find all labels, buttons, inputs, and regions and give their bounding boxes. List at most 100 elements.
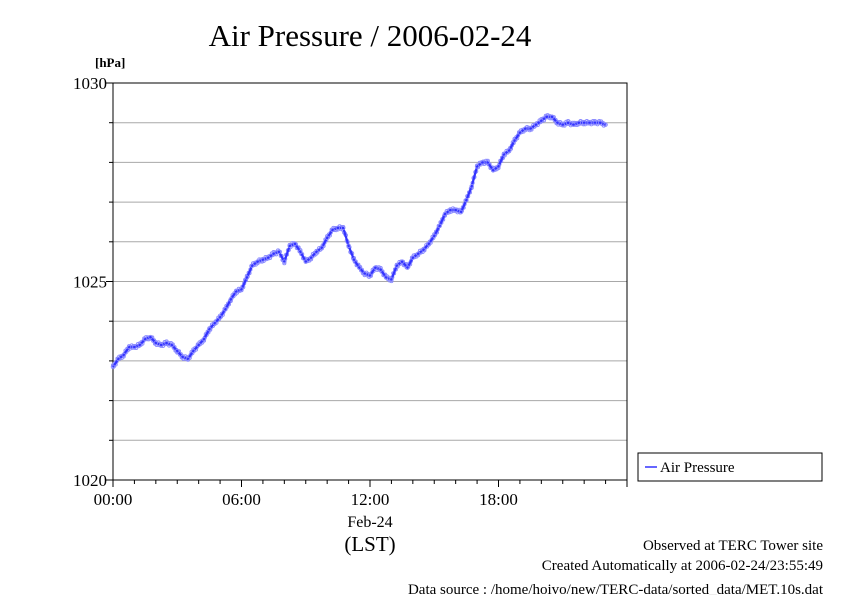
data-point: [223, 307, 228, 312]
x-tick-label: 12:00: [351, 490, 390, 509]
data-point: [249, 263, 255, 268]
data-point: [126, 344, 132, 350]
data-point: [389, 277, 394, 282]
footer-data-source: Data source : /home/hoivo/new/TERC-data/…: [408, 582, 824, 595]
data-point: [587, 120, 592, 125]
data-point: [121, 352, 126, 358]
data-point: [239, 287, 244, 292]
x-axis-timezone-label: (LST): [344, 532, 395, 556]
y-tick-label: 1020: [73, 471, 107, 490]
chart-title: Air Pressure / 2006-02-24: [209, 18, 532, 53]
data-point: [378, 267, 383, 272]
data-point: [421, 247, 426, 252]
data-point: [110, 364, 116, 370]
data-point: [394, 263, 400, 268]
data-point: [324, 235, 330, 241]
data-point: [442, 211, 448, 217]
data-point: [362, 271, 367, 276]
data-point: [480, 160, 485, 165]
data-point: [164, 340, 169, 346]
data-point: [560, 122, 566, 127]
data-point: [287, 243, 292, 249]
y-tick-label: 1030: [73, 74, 107, 93]
data-point: [458, 209, 464, 215]
data-point: [137, 342, 143, 348]
data-point: [576, 120, 582, 125]
data-point: [255, 259, 260, 264]
data-point: [357, 265, 362, 270]
grid-lines: [113, 122, 627, 441]
data-point: [169, 342, 175, 348]
data-point: [191, 348, 196, 354]
data-point: [185, 356, 191, 362]
data-point: [549, 114, 555, 119]
legend: Air Pressure: [637, 452, 823, 482]
data-point: [523, 126, 528, 131]
data-point: [383, 275, 389, 280]
x-tick-label: 00:00: [94, 490, 133, 509]
data-point: [544, 114, 549, 119]
data-point: [415, 251, 421, 256]
data-point: [448, 207, 453, 213]
data-point: [437, 223, 442, 229]
data-point: [517, 130, 523, 135]
data-point: [174, 348, 180, 354]
data-point: [533, 122, 539, 127]
data-point: [217, 314, 223, 320]
series-air-pressure: [110, 113, 608, 370]
data-point: [308, 255, 314, 260]
data-point: [330, 227, 335, 233]
data-point: [603, 122, 608, 127]
data-point: [148, 334, 153, 340]
footer-site: Observed at TERC Tower site: [643, 538, 823, 554]
data-point: [426, 241, 432, 247]
data-point: [539, 118, 544, 123]
data-point: [282, 259, 287, 264]
data-point: [340, 225, 346, 231]
data-point: [597, 120, 603, 125]
data-point: [528, 126, 533, 131]
data-point: [233, 289, 239, 294]
data-point: [469, 183, 474, 189]
data-point: [506, 148, 512, 153]
data-point: [153, 340, 159, 346]
data-point: [571, 122, 576, 127]
data-point: [512, 138, 517, 143]
x-tick-label: 06:00: [222, 490, 261, 509]
x-tick-label: 18:00: [479, 490, 518, 509]
data-point: [432, 233, 437, 239]
data-point: [260, 257, 266, 262]
data-point: [490, 168, 496, 173]
data-point: [464, 197, 469, 203]
data-point: [132, 344, 137, 350]
data-point: [303, 259, 309, 264]
data-point: [453, 207, 458, 213]
data-point: [180, 354, 185, 360]
data-point: [228, 297, 234, 302]
data-point: [298, 249, 303, 254]
y-unit-label: [hPa]: [95, 55, 125, 70]
data-point: [335, 225, 341, 231]
data-point: [565, 120, 571, 125]
data-point: [399, 259, 405, 264]
data-point: [410, 255, 416, 260]
data-point: [581, 120, 587, 125]
data-point: [501, 152, 507, 157]
legend-box: [637, 452, 823, 482]
data-point: [292, 241, 298, 247]
data-point: [116, 356, 121, 362]
data-point: [346, 243, 351, 249]
data-point: [485, 160, 491, 165]
data-point: [158, 342, 164, 348]
data-point: [496, 164, 501, 169]
data-point: [207, 326, 212, 332]
legend-label-air-pressure: Air Pressure: [660, 460, 735, 476]
data-point: [276, 249, 282, 254]
data-point: [196, 342, 201, 348]
data-point: [592, 120, 598, 125]
data-point: [474, 164, 480, 169]
footer-created: Created Automatically at 2006-02-24/23:5…: [542, 558, 823, 574]
data-point: [319, 245, 325, 251]
data-point: [212, 320, 217, 326]
